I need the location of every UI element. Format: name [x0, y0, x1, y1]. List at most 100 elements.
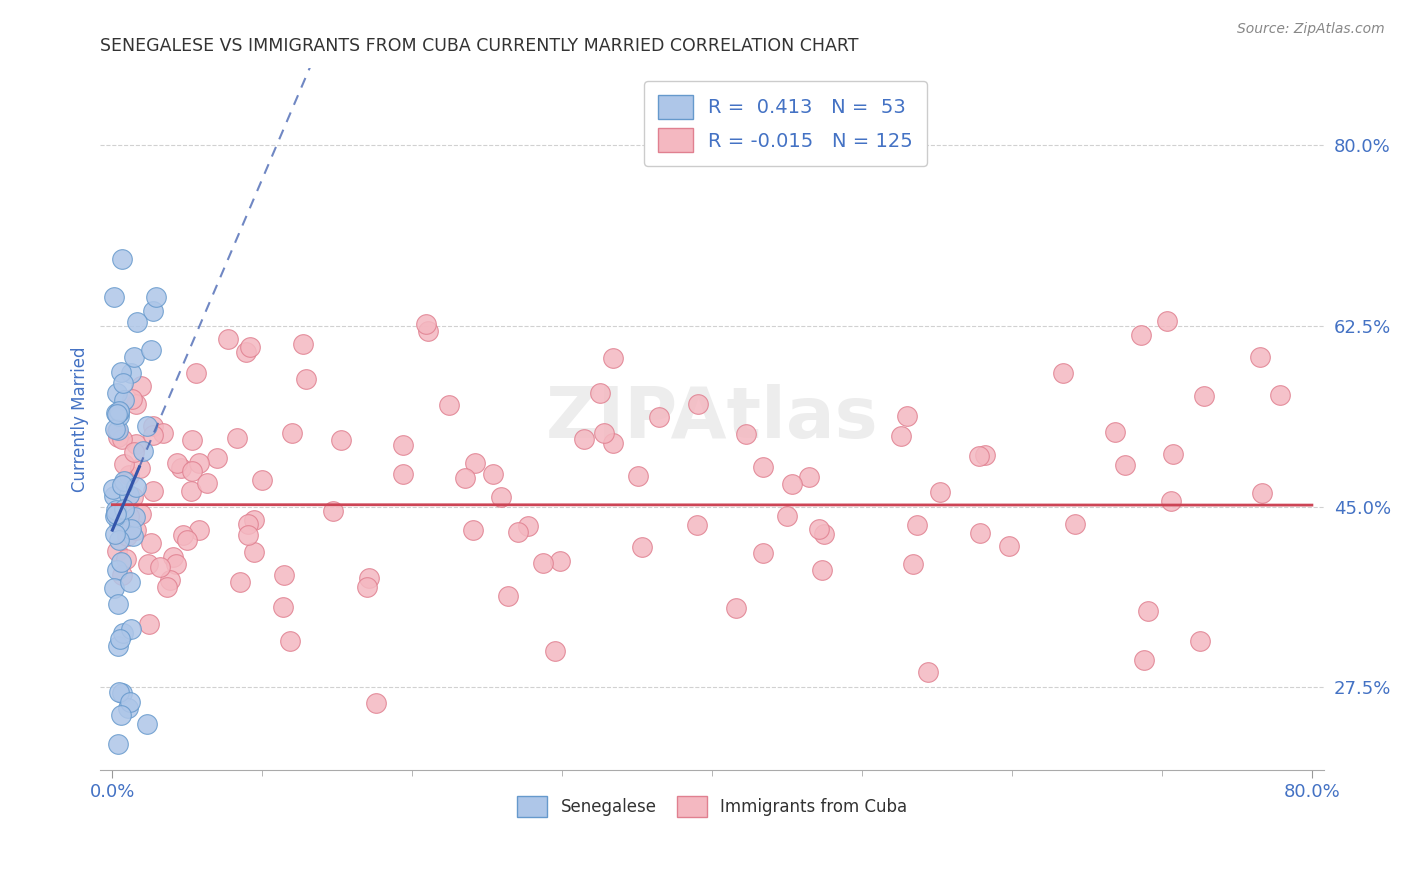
- Point: [110, 555, 132, 569]
- Point: [155, 580, 177, 594]
- Point: [890, 428, 912, 442]
- Point: [1249, 350, 1271, 364]
- Point: [437, 398, 460, 412]
- Point: [238, 528, 260, 542]
- Point: [602, 436, 624, 450]
- Point: [602, 351, 624, 365]
- Point: [929, 485, 952, 500]
- Point: [152, 426, 174, 441]
- Point: [129, 461, 152, 475]
- Point: [172, 528, 194, 542]
- Point: [112, 457, 135, 471]
- Point: [181, 464, 204, 478]
- Point: [159, 573, 181, 587]
- Point: [686, 518, 709, 533]
- Point: [229, 575, 252, 590]
- Point: [142, 428, 165, 442]
- Point: [1189, 634, 1212, 648]
- Point: [105, 543, 128, 558]
- Point: [239, 340, 262, 354]
- Point: [752, 546, 775, 560]
- Point: [364, 696, 387, 710]
- Point: [110, 365, 132, 379]
- Point: [125, 437, 148, 451]
- Point: [896, 409, 918, 423]
- Point: [1114, 458, 1136, 473]
- Point: [103, 581, 125, 595]
- Point: [139, 343, 162, 358]
- Point: [136, 716, 159, 731]
- Point: [138, 617, 160, 632]
- Point: [235, 344, 257, 359]
- Point: [111, 252, 134, 266]
- Point: [118, 574, 141, 589]
- Text: Source: ZipAtlas.com: Source: ZipAtlas.com: [1237, 22, 1385, 37]
- Point: [969, 525, 991, 540]
- Point: [329, 433, 352, 447]
- Point: [548, 554, 571, 568]
- Point: [129, 508, 152, 522]
- Point: [188, 456, 211, 470]
- Point: [117, 509, 139, 524]
- Point: [1132, 652, 1154, 666]
- Point: [115, 528, 138, 542]
- Point: [225, 431, 247, 445]
- Point: [104, 527, 127, 541]
- Point: [418, 324, 440, 338]
- Point: [136, 558, 159, 572]
- Point: [627, 468, 650, 483]
- Point: [121, 392, 143, 406]
- Point: [180, 483, 202, 498]
- Y-axis label: Currently Married: Currently Married: [72, 346, 89, 491]
- Point: [735, 426, 758, 441]
- Point: [141, 536, 163, 550]
- Point: [392, 467, 415, 481]
- Point: [104, 509, 127, 524]
- Point: [280, 425, 302, 440]
- Point: [111, 568, 134, 582]
- Point: [905, 518, 928, 533]
- Point: [112, 393, 135, 408]
- Point: [112, 625, 135, 640]
- Point: [107, 404, 129, 418]
- Point: [1129, 328, 1152, 343]
- Point: [236, 516, 259, 531]
- Point: [195, 476, 218, 491]
- Legend: Senegalese, Immigrants from Cuba: Senegalese, Immigrants from Cuba: [509, 788, 915, 825]
- Point: [589, 385, 612, 400]
- Point: [122, 350, 145, 364]
- Point: [142, 484, 165, 499]
- Point: [278, 633, 301, 648]
- Point: [107, 405, 129, 419]
- Point: [142, 303, 165, 318]
- Point: [103, 290, 125, 304]
- Point: [517, 519, 540, 533]
- Point: [125, 315, 148, 329]
- Point: [544, 644, 567, 658]
- Point: [454, 471, 477, 485]
- Point: [112, 502, 135, 516]
- Point: [145, 290, 167, 304]
- Point: [105, 407, 128, 421]
- Point: [1194, 389, 1216, 403]
- Point: [1250, 486, 1272, 500]
- Point: [180, 433, 202, 447]
- Point: [630, 541, 652, 555]
- Point: [461, 523, 484, 537]
- Point: [686, 397, 709, 411]
- Point: [1160, 493, 1182, 508]
- Point: [118, 488, 141, 502]
- Point: [808, 522, 831, 536]
- Point: [107, 423, 129, 437]
- Point: [162, 549, 184, 564]
- Point: [122, 529, 145, 543]
- Point: [531, 556, 554, 570]
- Point: [103, 489, 125, 503]
- Point: [118, 468, 141, 483]
- Point: [592, 426, 614, 441]
- Point: [104, 422, 127, 436]
- Point: [117, 701, 139, 715]
- Point: [184, 366, 207, 380]
- Point: [142, 419, 165, 434]
- Point: [780, 476, 803, 491]
